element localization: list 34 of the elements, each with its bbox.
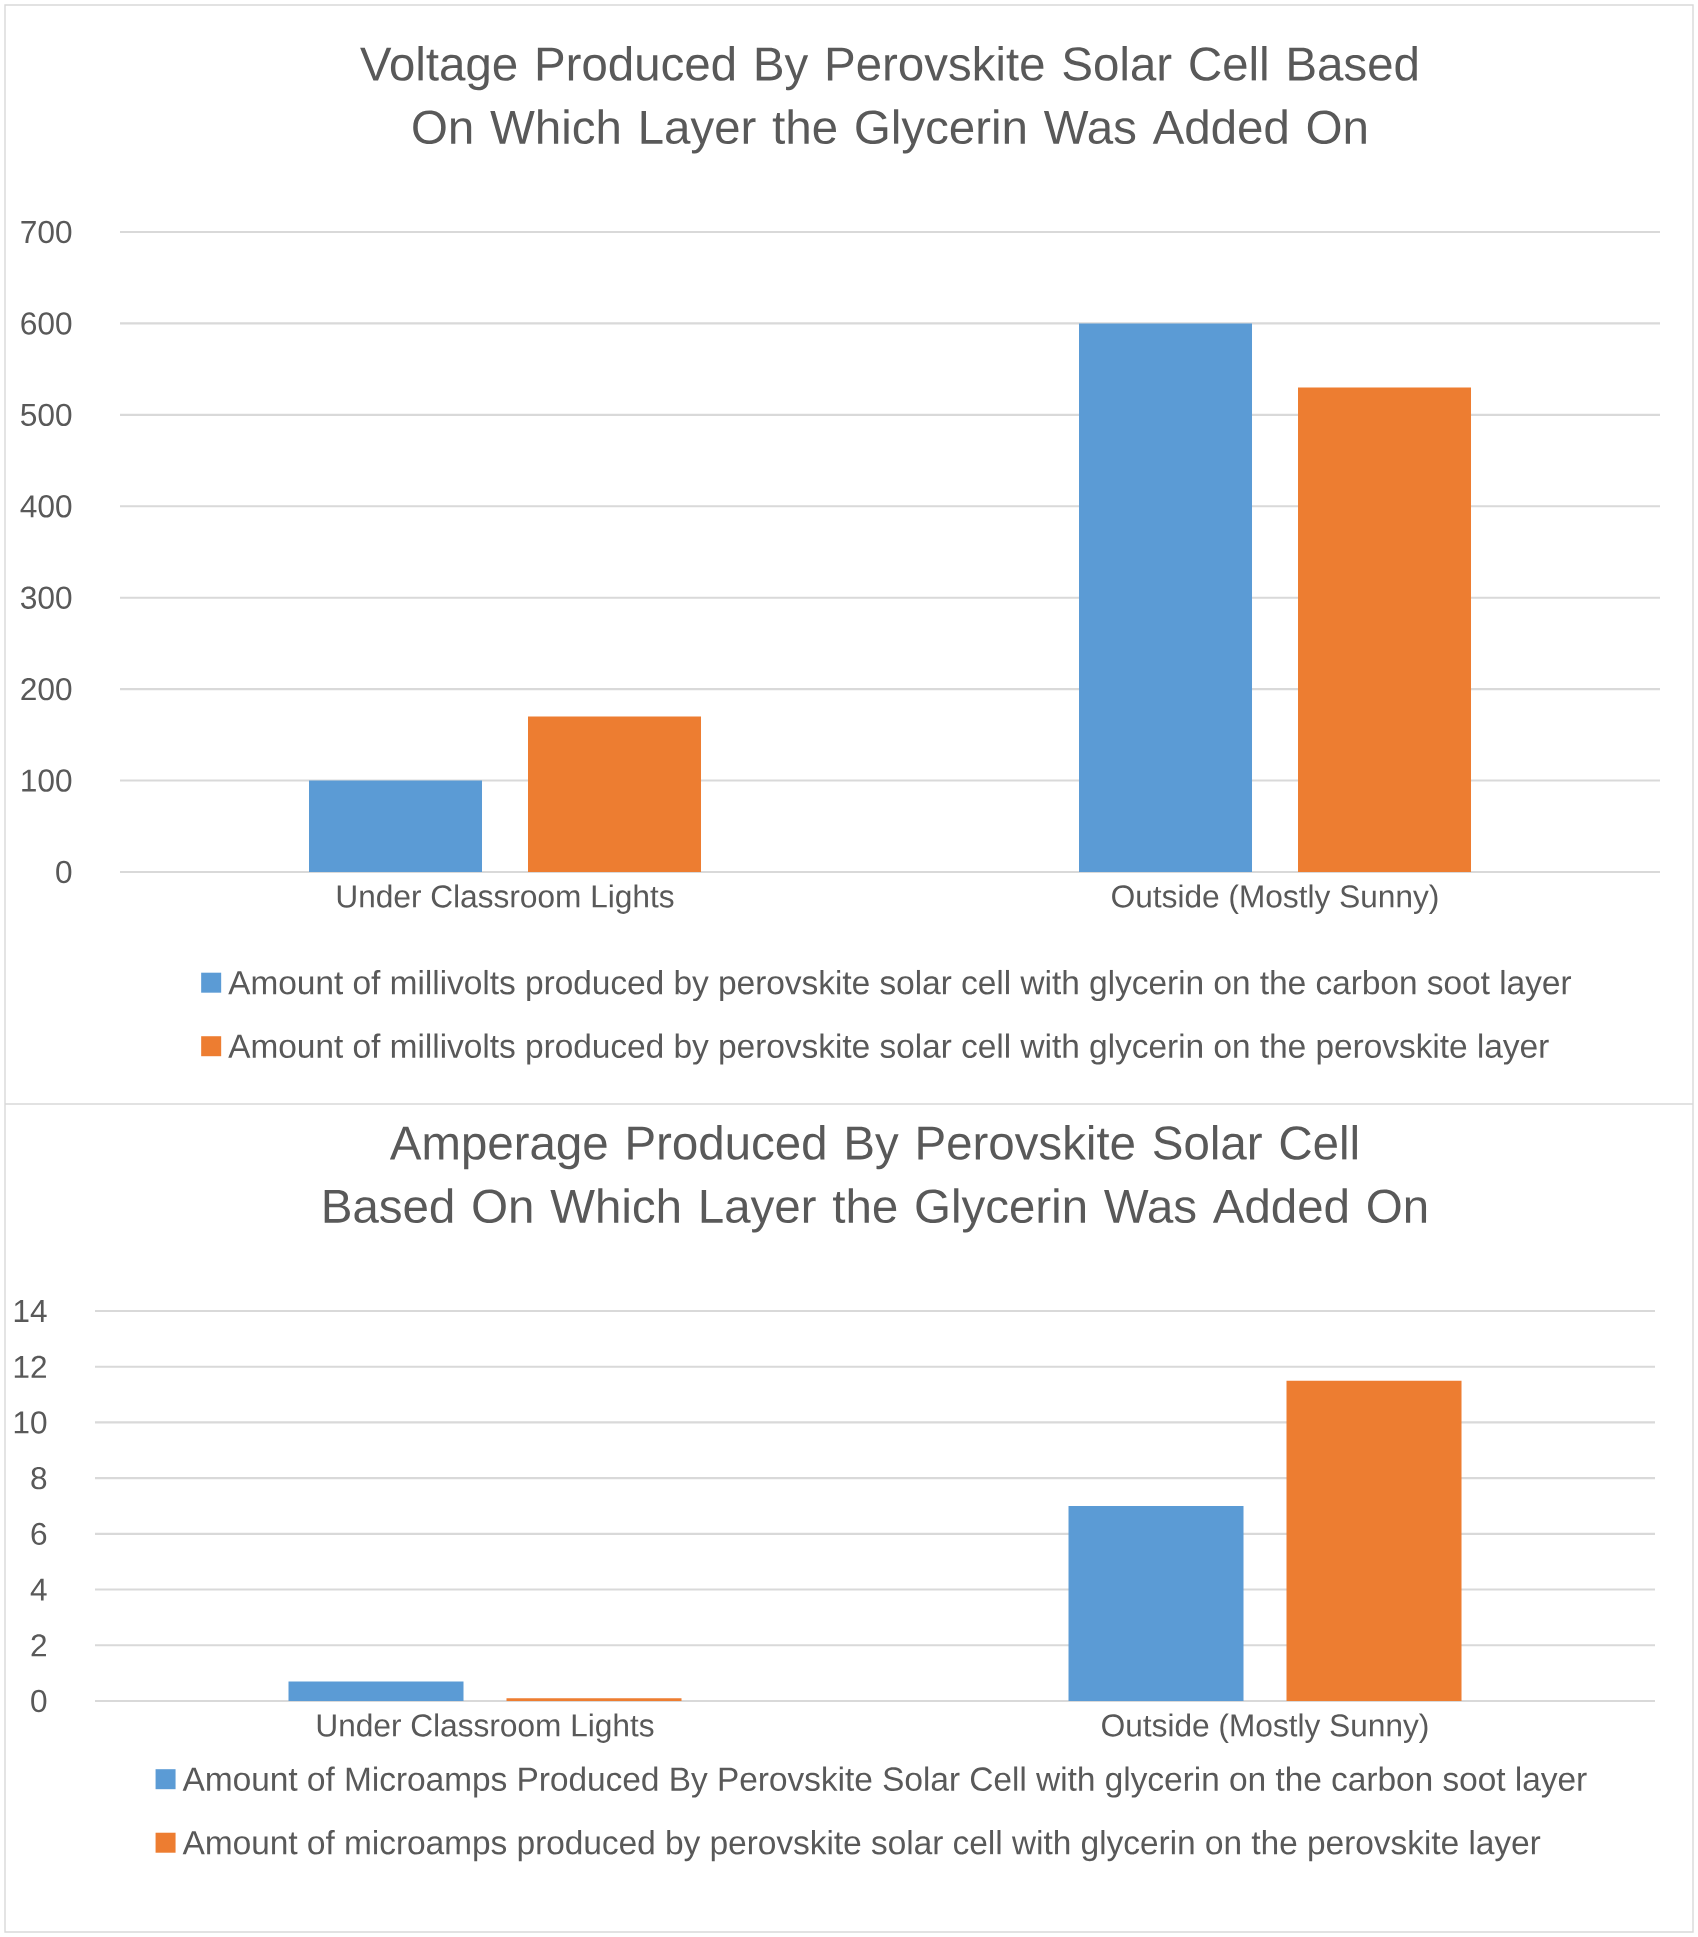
y-tick-label: 14	[14, 1300, 47, 1322]
bar	[506, 1698, 682, 1701]
y-tick-label: 4	[30, 1578, 47, 1601]
x-tick-label: Outside (Mostly Sunny)	[1102, 1713, 1428, 1743]
bar	[1298, 387, 1472, 872]
y-tick-label: 0	[56, 860, 72, 884]
chart-title: Voltage Produced By Perovskite Solar Cell Based On Which Layer the Glycerin Was Added On	[360, 45, 1417, 154]
y-tick-label: 10	[14, 1411, 47, 1434]
x-tick-label: Outside (Mostly Sunny)	[1112, 884, 1438, 914]
bar	[288, 1681, 464, 1701]
y-tick-label: 6	[31, 1522, 47, 1546]
x-tick-label: Under Classroom Lights	[317, 1713, 654, 1743]
y-tick-label: 600	[21, 312, 72, 335]
legend-label: Amount of microamps produced by perovskite solar cell with glycerin on the perovskite layer	[182, 1829, 1541, 1862]
legend-label: Amount of millivolts produced by perovskite solar cell with glycerin on the carbon soot layer	[228, 969, 1572, 1002]
x-tick-label: Under Classroom Lights	[337, 884, 674, 914]
y-tick-label: 500	[21, 403, 72, 427]
y-tick-label: 100	[22, 769, 72, 792]
y-tick-label: 700	[21, 220, 72, 244]
bar	[1079, 323, 1253, 872]
y-tick-label: 2	[31, 1634, 46, 1657]
bar	[528, 716, 702, 872]
legend-label: Amount of Microamps Produced By Perovskite Solar Cell with glycerin on the carbon soot layer	[182, 1766, 1587, 1798]
bar	[1068, 1506, 1244, 1701]
y-tick-label: 200	[21, 677, 72, 701]
legend-label: Amount of millivolts produced by perovskite solar cell with glycerin on the perovskite layer	[228, 1033, 1549, 1065]
chart-title: Amperage Produced By Perovskite Solar Cell Based On Which Layer the Glycerin Was Added On	[324, 1124, 1427, 1233]
y-tick-label: 400	[20, 495, 72, 518]
y-tick-label: 8	[31, 1466, 47, 1490]
y-tick-label: 300	[21, 586, 72, 609]
bar	[1286, 1380, 1462, 1701]
bar	[309, 780, 483, 872]
y-tick-label: 0	[31, 1689, 47, 1713]
y-tick-label: 12	[14, 1355, 46, 1378]
